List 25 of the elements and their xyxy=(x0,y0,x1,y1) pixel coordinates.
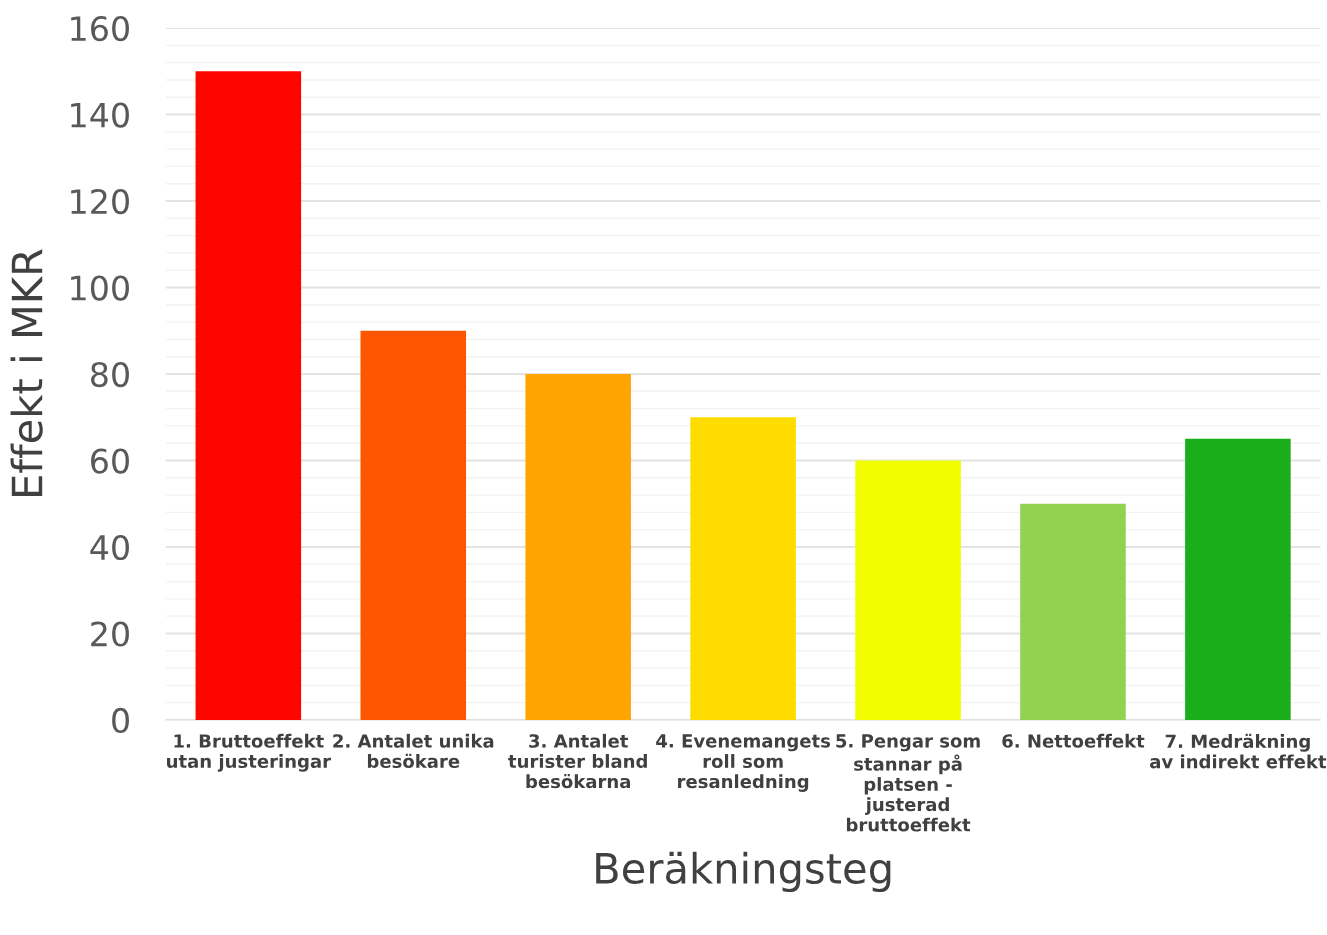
y-tick-label: 60 xyxy=(91,448,129,474)
y-tick-label: 40 xyxy=(90,534,129,561)
bar xyxy=(1185,438,1291,720)
y-axis-title: Effekt i MKR xyxy=(10,249,43,496)
y-tick-label: 20 xyxy=(91,621,129,647)
x-tick-label: 3. Antalet turister bland besökarna xyxy=(508,733,647,789)
x-tick-label: 6. Nettoeffekt xyxy=(1002,733,1145,748)
x-tick-label: 2. Antalet unika besökare xyxy=(333,733,494,769)
bar xyxy=(360,330,467,720)
bar xyxy=(855,460,961,720)
bar xyxy=(690,417,796,720)
x-tick-label: 5. Pengar som stannar på platsen - justerad bruttoeffekt xyxy=(836,734,980,832)
x-tick-label: 1. Bruttoeffekt utan justeringar xyxy=(167,733,332,772)
y-tick-label: 0 xyxy=(112,707,129,734)
bar xyxy=(1020,503,1126,720)
x-tick-label: 4. Evenemangets roll som resanledning xyxy=(656,734,831,792)
bar xyxy=(195,71,302,720)
y-tick-label: 140 xyxy=(71,102,129,128)
y-tick-label: 120 xyxy=(71,188,129,215)
y-tick-label: 160 xyxy=(71,15,129,42)
x-tick-label: 7. Medräkning av indirekt effekt xyxy=(1150,733,1327,769)
y-tick-label: 100 xyxy=(71,275,129,301)
y-tick-label: 80 xyxy=(91,361,129,388)
bar xyxy=(525,374,631,720)
x-axis-title: Beräkningsteg xyxy=(596,851,891,893)
